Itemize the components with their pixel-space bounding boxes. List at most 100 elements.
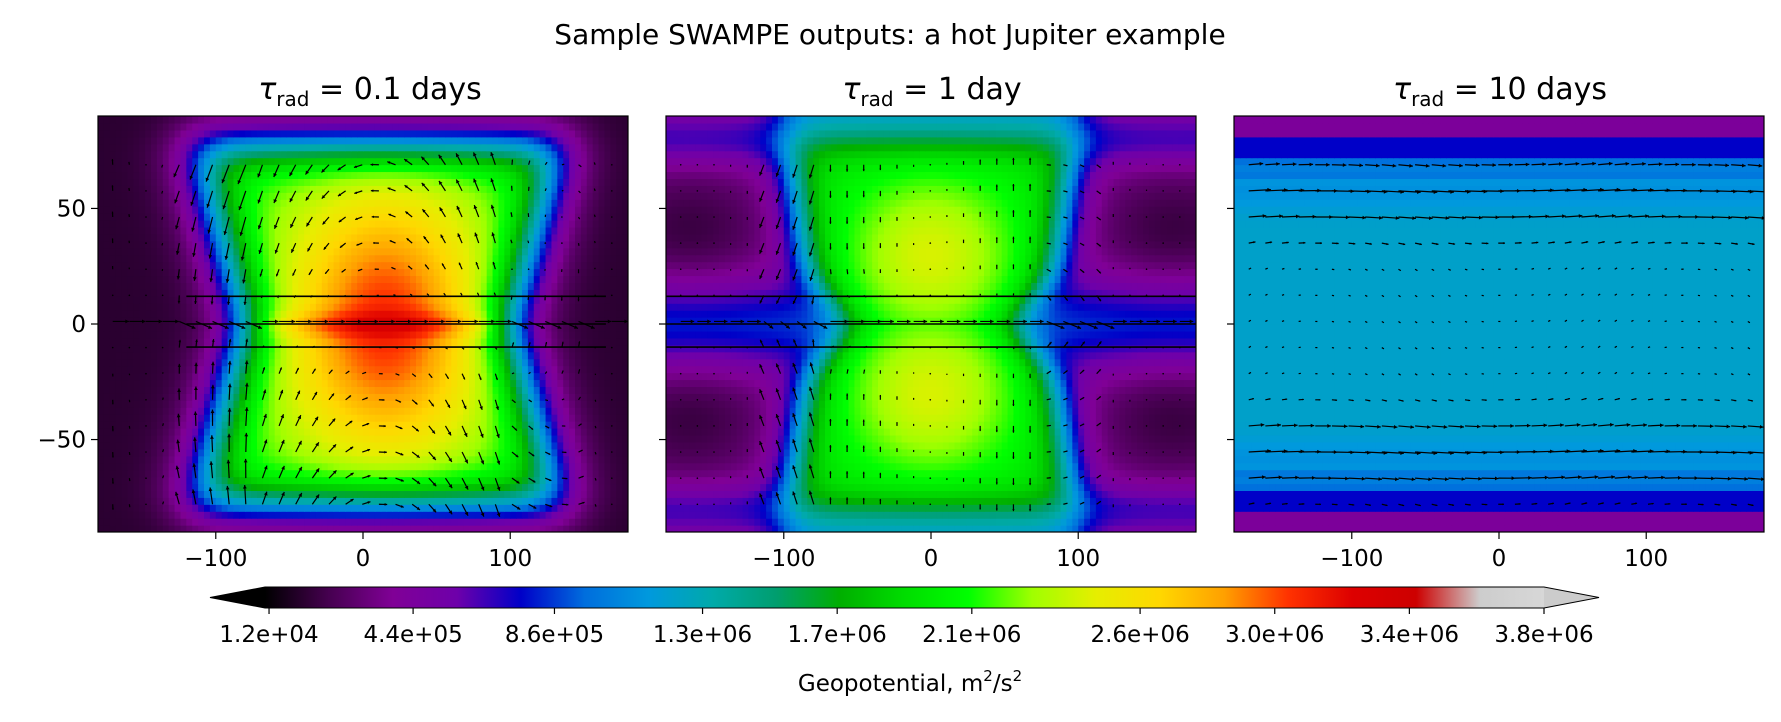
heatmap-cell (274, 337, 282, 346)
heatmap-cell (498, 414, 505, 422)
heatmap-cell (215, 233, 223, 242)
heatmap-cell (103, 233, 111, 242)
heatmap-cell (268, 421, 276, 429)
heatmap-cell (551, 324, 558, 332)
heatmap-cell (298, 240, 305, 249)
heatmap-cell (333, 448, 341, 457)
heatmap-cell (109, 386, 117, 394)
heatmap-cell (374, 282, 382, 290)
heatmap-cell (498, 254, 505, 263)
heatmap-cell (522, 192, 529, 200)
heatmap-cell (433, 303, 441, 311)
heatmap-cell (492, 199, 500, 207)
heatmap-cell (480, 247, 488, 256)
heatmap-cell (527, 351, 535, 360)
heatmap-cell (580, 337, 588, 346)
heatmap-cell (563, 296, 570, 304)
heatmap-cell (268, 213, 276, 221)
heatmap-cell (304, 372, 311, 381)
heatmap-cell (145, 330, 152, 339)
heatmap-cell (545, 525, 553, 532)
heatmap-cell (215, 490, 223, 498)
heatmap-cell (598, 233, 606, 242)
heatmap-cell (156, 497, 164, 505)
heatmap-cell (598, 199, 606, 207)
heatmap-cell (145, 240, 152, 249)
heatmap-cell (292, 261, 299, 270)
heatmap-cell (345, 233, 352, 242)
heatmap-cell (251, 469, 258, 478)
heatmap-cell (98, 143, 105, 152)
heatmap-cell (527, 220, 535, 228)
heatmap-cell (133, 469, 140, 478)
heatmap-cell (610, 525, 617, 532)
heatmap-cell (469, 171, 476, 179)
heatmap-cell (486, 421, 494, 429)
heatmap-cell (557, 310, 564, 318)
heatmap-cell (451, 462, 458, 471)
heatmap-cell (557, 365, 564, 374)
heatmap-cell (115, 330, 123, 339)
heatmap-cell (198, 407, 205, 415)
heatmap-cell (433, 206, 441, 214)
heatmap-cell (551, 199, 558, 207)
heatmap-cell (251, 400, 258, 408)
heatmap-cell (151, 206, 158, 214)
heatmap-cell (115, 504, 123, 512)
heatmap-cell (439, 407, 447, 415)
heatmap-cell (363, 448, 370, 457)
heatmap-cell (315, 358, 323, 367)
heatmap-cell (345, 421, 352, 429)
heatmap-cell (563, 365, 570, 374)
heatmap-cell (227, 282, 235, 290)
heatmap-cell (227, 317, 235, 325)
heatmap-cell (527, 268, 535, 277)
heatmap-cell (416, 164, 423, 173)
heatmap-cell (310, 379, 317, 387)
heatmap-cell (486, 441, 494, 450)
heatmap-cell (580, 282, 588, 290)
heatmap-cell (469, 240, 476, 249)
heatmap-cell (592, 497, 600, 505)
heatmap-cell (510, 483, 517, 491)
heatmap-cell (498, 476, 505, 485)
heatmap-cell (204, 240, 211, 249)
heatmap-cell (510, 220, 517, 228)
heatmap-cell (469, 351, 476, 360)
heatmap-cell (174, 455, 182, 464)
heatmap-cell (451, 324, 458, 332)
heatmap-cell (398, 358, 405, 367)
heatmap-cell (327, 317, 335, 325)
heatmap-cell (445, 213, 452, 221)
heatmap-cell (192, 213, 199, 221)
heatmap-cell (386, 261, 394, 270)
heatmap-cell (622, 213, 628, 221)
heatmap-cell (563, 150, 570, 159)
heatmap-cell (439, 504, 447, 512)
heatmap-cell (586, 393, 594, 401)
heatmap-cell (551, 497, 558, 505)
heatmap-cell (451, 192, 458, 200)
heatmap-cell (180, 525, 187, 532)
heatmap-cell (233, 393, 240, 401)
heatmap-cell (156, 421, 164, 429)
heatmap-cell (98, 393, 105, 401)
heatmap-cell (310, 448, 317, 457)
heatmap-cell (357, 268, 364, 277)
heatmap-cell (622, 289, 628, 297)
heatmap-cell (186, 317, 193, 325)
heatmap-cell (186, 157, 193, 166)
heatmap-cell (286, 330, 293, 339)
heatmap-cell (604, 337, 611, 346)
heatmap-cell (527, 213, 535, 221)
heatmap-cell (480, 434, 488, 443)
heatmap-cell (233, 511, 240, 519)
heatmap-cell (539, 455, 547, 464)
heatmap-cell (162, 448, 170, 457)
heatmap-cell (286, 261, 293, 270)
heatmap-cell (463, 310, 470, 318)
heatmap-cell (333, 157, 341, 166)
heatmap-cell (109, 525, 117, 532)
heatmap-cell (257, 261, 264, 270)
heatmap-cell (522, 490, 529, 498)
